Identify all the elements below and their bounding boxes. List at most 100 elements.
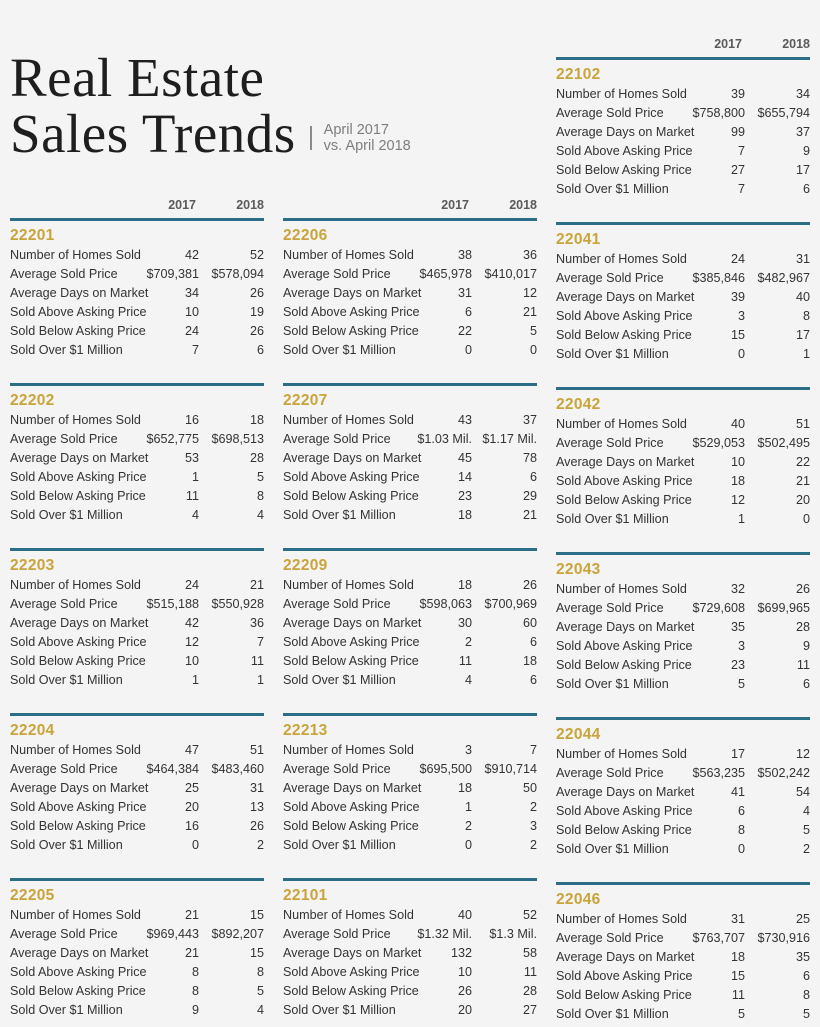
stat-label: Sold Over $1 Million	[283, 838, 396, 852]
stat-row: Sold Above Asking Price 3 9	[556, 637, 810, 656]
stat-row: Number of Homes Sold 24 31	[556, 250, 810, 269]
value-2017: 34	[184, 286, 199, 300]
stat-row: Sold Above Asking Price 14 6	[283, 468, 537, 487]
value-2017: 40	[457, 908, 472, 922]
value-2017: $695,500	[419, 762, 472, 776]
value-2017: 47	[184, 743, 199, 757]
section-rule	[10, 713, 264, 716]
stat-row: Sold Above Asking Price 1 2	[283, 798, 537, 817]
stat-label: Sold Over $1 Million	[283, 343, 396, 357]
stat-label: Sold Over $1 Million	[283, 673, 396, 687]
stat-label: Average Days on Market	[10, 286, 149, 300]
stat-row: Sold Above Asking Price 18 21	[556, 472, 810, 491]
stat-label: Number of Homes Sold	[10, 248, 141, 262]
stat-row: Sold Below Asking Price 16 26	[10, 817, 264, 836]
value-2018: 6	[256, 343, 264, 357]
value-2017: 12	[730, 493, 745, 507]
stat-label: Sold Above Asking Price	[556, 969, 693, 983]
value-2017: 23	[457, 489, 472, 503]
year-header: 2017 2018	[10, 198, 264, 214]
stat-label: Number of Homes Sold	[283, 743, 414, 757]
value-2017: 40	[730, 417, 745, 431]
stat-row: Sold Over $1 Million 0 2	[10, 836, 264, 855]
stat-label: Average Days on Market	[283, 286, 422, 300]
stat-row: Sold Over $1 Million 5 6	[556, 675, 810, 694]
stat-label: Sold Over $1 Million	[10, 838, 123, 852]
stat-label: Sold Above Asking Price	[283, 470, 420, 484]
stat-label: Sold Below Asking Price	[283, 819, 419, 833]
value-2017: 24	[184, 324, 199, 338]
stat-row: Sold Below Asking Price 24 26	[10, 322, 264, 341]
stat-row: Average Days on Market 132 58	[283, 944, 537, 963]
value-2018: 11	[250, 654, 264, 668]
value-2017: 39	[730, 290, 745, 304]
stat-label: Number of Homes Sold	[283, 578, 414, 592]
stat-row: Average Days on Market 39 40	[556, 288, 810, 307]
value-2018: 35	[795, 950, 810, 964]
value-2018: $698,513	[211, 432, 264, 446]
value-2017: 35	[730, 620, 745, 634]
stat-row: Number of Homes Sold 42 52	[10, 246, 264, 265]
value-2017: 3	[737, 309, 745, 323]
year-2018-header: 2018	[236, 198, 264, 212]
stat-row: Sold Over $1 Million 1 1	[10, 671, 264, 690]
stat-label: Number of Homes Sold	[10, 743, 141, 757]
stat-row: Sold Below Asking Price 11 8	[556, 986, 810, 1005]
stat-row: Sold Above Asking Price 6 4	[556, 802, 810, 821]
stat-label: Average Days on Market	[10, 451, 149, 465]
value-2018: 11	[523, 965, 537, 979]
stat-row: Average Days on Market 34 26	[10, 284, 264, 303]
value-2017: 7	[737, 144, 745, 158]
column-2: 2017 2018 22206 Number of Homes Sold 38 36 Ave…	[283, 198, 537, 1027]
stat-label: Sold Over $1 Million	[556, 842, 669, 856]
stat-label: Average Days on Market	[556, 455, 695, 469]
value-2018: 4	[256, 508, 264, 522]
value-2018: 51	[249, 743, 264, 757]
value-2018: 6	[529, 635, 537, 649]
year-2018-header: 2018	[782, 37, 810, 51]
value-2018: 15	[249, 908, 264, 922]
stat-label: Sold Over $1 Million	[556, 182, 669, 196]
value-2018: 36	[249, 616, 264, 630]
value-2018: 37	[522, 413, 537, 427]
value-2018: 6	[529, 673, 537, 687]
stat-row: Average Days on Market 31 12	[283, 284, 537, 303]
stat-row: Sold Above Asking Price 15 6	[556, 967, 810, 986]
value-2017: 14	[457, 470, 472, 484]
stat-label: Sold Over $1 Million	[556, 677, 669, 691]
zip-code: 22201	[10, 227, 55, 244]
stat-row: Number of Homes Sold 3 7	[283, 741, 537, 760]
value-2017: 32	[730, 582, 745, 596]
value-2018: 8	[256, 489, 264, 503]
section-rule	[283, 383, 537, 386]
zip-block: 22213 Number of Homes Sold 3 7 Average Sold …	[283, 713, 537, 874]
stat-label: Number of Homes Sold	[556, 252, 687, 266]
stat-row: Average Days on Market 25 31	[10, 779, 264, 798]
stat-row: Sold Above Asking Price 1 5	[10, 468, 264, 487]
stat-row: Average Sold Price $529,053 $502,495	[556, 434, 810, 453]
stat-label: Number of Homes Sold	[556, 912, 687, 926]
value-2017: 39	[730, 87, 745, 101]
stat-label: Sold Over $1 Million	[10, 343, 123, 357]
value-2017: 21	[184, 908, 199, 922]
value-2018: 5	[802, 1007, 810, 1021]
value-2017: 25	[184, 781, 199, 795]
value-2017: 26	[457, 984, 472, 998]
section-rule	[556, 387, 810, 390]
stat-row: Sold Below Asking Price 15 17	[556, 326, 810, 345]
value-2018: 6	[802, 182, 810, 196]
stat-row: Number of Homes Sold 32 26	[556, 580, 810, 599]
stat-label: Number of Homes Sold	[10, 908, 141, 922]
stat-row: Average Sold Price $969,443 $892,207	[10, 925, 264, 944]
stat-label: Average Days on Market	[10, 946, 149, 960]
stat-row: Sold Over $1 Million 4 6	[283, 671, 537, 690]
stat-row: Average Sold Price $1.32 Mil. $1.3 Mil.	[283, 925, 537, 944]
zip-block: 22102 Number of Homes Sold 39 34 Average Sol…	[556, 57, 810, 218]
value-2017: 10	[184, 654, 199, 668]
value-2017: $1.03 Mil.	[417, 432, 472, 446]
value-2017: $763,707	[692, 931, 745, 945]
stat-row: Sold Above Asking Price 2 6	[283, 633, 537, 652]
value-2018: 6	[529, 470, 537, 484]
stat-label: Sold Above Asking Price	[556, 804, 693, 818]
value-2018: $1.17 Mil.	[482, 432, 537, 446]
